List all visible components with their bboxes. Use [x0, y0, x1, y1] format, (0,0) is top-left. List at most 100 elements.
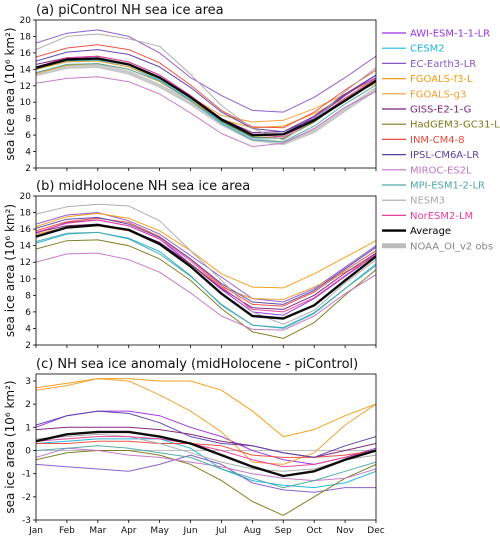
x-tick-label: Nov [336, 526, 354, 536]
legend-label-miroc-es2l: MIROC-ES2L [410, 165, 472, 176]
series-line-mpi-esm1-2-lr [36, 231, 376, 329]
y-tick-label: 20 [20, 192, 32, 202]
panel-1: (a) piControl NH sea ice area sea ice are… [3, 3, 377, 174]
series-line-nesm3 [36, 33, 376, 141]
y-tick-label: 1 [25, 423, 31, 433]
y-tick-label: 16 [20, 49, 32, 59]
series-line-inm-cm4-8 [36, 44, 376, 129]
y-tick-label: 6 [25, 308, 31, 318]
series-line-fgoals-g3 [36, 60, 376, 123]
y-tick-label: 6 [25, 131, 31, 141]
series-lines [36, 203, 376, 339]
legend-label-nesm3: NESM3 [410, 196, 445, 207]
legend-label-cesm2: CESM2 [410, 44, 445, 55]
y-tick-label: 2 [25, 400, 31, 410]
y-axis-label: sea ice area (10⁶ km²) [3, 204, 17, 337]
y-tick-label: 18 [20, 209, 32, 219]
series-line-noresm2-lm [36, 219, 376, 313]
series-line-mpi-esm1-2-lr [36, 445, 376, 489]
y-tick-label: 18 [20, 32, 32, 42]
x-tick-label: Aug [244, 526, 262, 536]
y-tick-label: 0 [25, 446, 31, 456]
series-line-ec-earth3-lr [36, 454, 376, 493]
y-tick-label: 12 [20, 82, 31, 92]
x-tick-label: Jun [183, 526, 198, 536]
legend-label-noaa-oi-v2-obs: NOAA_OI_v2 obs [410, 241, 493, 252]
legend-label-fgoals-g3: FGOALS-g3 [410, 89, 466, 100]
y-tick-label: 16 [20, 225, 32, 235]
series-line-cesm2 [36, 438, 376, 489]
legend: AWI-ESM-1-1-LR CESM2 EC-Earth3-LR FGOALS-f3… [382, 29, 500, 252]
series-line-giss-e2-1-g [36, 426, 376, 458]
y-tick-label: -3 [22, 516, 31, 526]
series-lines [36, 29, 376, 148]
plot-frame [35, 19, 377, 169]
y-tick-label: 14 [20, 65, 32, 75]
panel-title: (b) midHolocene NH sea ice area [36, 179, 250, 194]
legend-label-giss-e2-1-g: GISS-E2-1-G [410, 105, 471, 116]
panel-3: (c) NH sea ice anomaly (midHolocene - pi… [3, 357, 385, 536]
y-tick-label: 14 [20, 242, 32, 252]
y-tick-label: 12 [20, 258, 31, 268]
x-tick-label: Jan [28, 526, 43, 536]
series-line-miroc-es2l [36, 76, 376, 148]
series-line-fgoals-f3-l [36, 378, 376, 438]
plot-frame [35, 195, 377, 346]
series-line-inm-cm4-8 [36, 217, 376, 307]
y-tick-label: 2 [25, 164, 31, 174]
series-line-noaa-oi-v2-obs [36, 64, 376, 146]
plot-frame [35, 373, 377, 521]
x-tick-label: Apr [121, 526, 137, 536]
y-tick-label: 10 [20, 275, 32, 285]
series-line-mpi-esm1-2-lr [36, 63, 376, 143]
y-tick-label: 10 [20, 98, 32, 108]
y-tick-label: 8 [25, 291, 31, 301]
series-line-average [36, 57, 376, 137]
series-line-fgoals-f3-l [36, 212, 376, 289]
y-tick-label: -1 [22, 470, 31, 480]
y-tick-label: 4 [25, 324, 31, 334]
series-line-nesm3 [36, 203, 376, 325]
series-line-ipsl-cm6a-lr [36, 217, 376, 305]
x-tick-label: Oct [306, 526, 322, 536]
x-tick-label: Mar [89, 526, 106, 536]
panel-title: (c) NH sea ice anomaly (midHolocene - pi… [36, 357, 358, 372]
legend-label-ipsl-cm6a-lr: IPSL-CM6A-LR [410, 150, 479, 161]
x-tick-label: Dec [367, 526, 384, 536]
y-tick-label: 3 [25, 377, 31, 387]
series-line-average [36, 430, 376, 478]
panel-2: (b) midHolocene NH sea ice area sea ice a… [3, 179, 377, 351]
y-tick-label: -2 [22, 493, 31, 503]
x-tick-label: May [150, 526, 169, 536]
legend-label-noresm2-lm: NorESM2-LM [410, 211, 473, 222]
y-tick-label: 20 [20, 16, 32, 26]
series-line-inm-cm4-8 [36, 440, 376, 458]
y-tick-label: 4 [25, 148, 31, 158]
y-tick-label: 8 [25, 115, 31, 125]
series-line-hadgem3-gc31-ll [36, 450, 376, 516]
series-line-fgoals-g3 [36, 378, 376, 465]
y-axis-label: sea ice area (10⁶ km²) [3, 380, 17, 513]
series-line-noresm2-lm [36, 436, 376, 468]
series-line-ipsl-cm6a-lr [36, 410, 376, 458]
series-line-average [36, 223, 376, 320]
x-tick-label: Feb [59, 526, 75, 536]
legend-label-fgoals-f3-l: FGOALS-f3-L [410, 74, 473, 85]
legend-label-average: Average [410, 226, 451, 237]
y-axis-label: sea ice area (10⁶ km²) [3, 27, 17, 160]
x-tick-label: Jul [215, 526, 227, 536]
legend-label-ec-earth3-lr: EC-Earth3-LR [410, 59, 476, 70]
y-tick-label: 2 [25, 341, 31, 351]
series-line-miroc-es2l [36, 252, 376, 331]
legend-label-mpi-esm1-2-lr: MPI-ESM1-2-LR [410, 181, 485, 192]
legend-label-inm-cm4-8: INM-CM4-8 [410, 135, 465, 146]
series-lines [36, 378, 376, 516]
series-line-ec-earth3-lr [36, 29, 376, 113]
series-line-hadgem3-gc31-ll [36, 239, 376, 339]
legend-label-hadgem3-gc31-ll: HadGEM3-GC31-LL [410, 120, 500, 131]
panel-title: (a) piControl NH sea ice area [36, 3, 224, 18]
series-line-miroc-es2l [36, 447, 376, 482]
series-line-nesm3 [36, 433, 376, 472]
legend-label-awi-esm-1-1-lr: AWI-ESM-1-1-LR [410, 29, 490, 40]
